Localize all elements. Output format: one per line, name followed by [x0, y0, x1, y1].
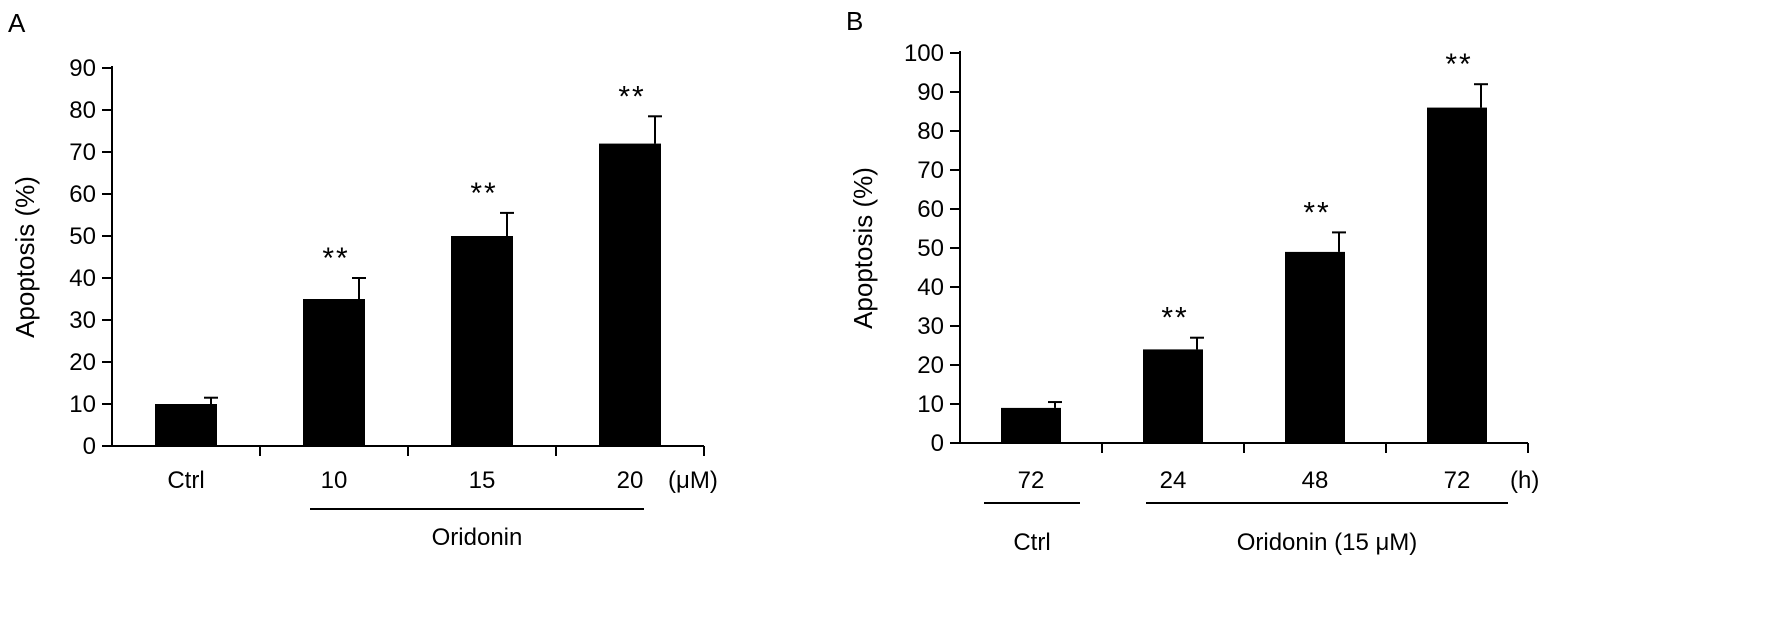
- x-tick-label: 72: [1018, 467, 1045, 494]
- bar: [303, 299, 365, 446]
- y-axis-title: Apoptosis (%): [848, 167, 878, 329]
- bar: [155, 404, 217, 446]
- significance-label: **: [322, 242, 349, 275]
- y-tick-label: 90: [917, 79, 944, 106]
- y-tick-label: 20: [69, 349, 96, 376]
- significance-label: **: [470, 177, 497, 210]
- y-tick-label: 50: [917, 235, 944, 262]
- chart-panel-a: A Apoptosis (%) 0 10 20 30 40 50 60 70 80 90 Ctrl ** 1…: [8, 8, 718, 551]
- x-unit-label: (μM): [668, 467, 718, 494]
- y-tick-label: 30: [917, 313, 944, 340]
- panel-label: A: [8, 8, 26, 38]
- y-tick-label: 30: [69, 307, 96, 334]
- y-tick-label: 60: [917, 196, 944, 223]
- y-tick-label: 50: [69, 223, 96, 250]
- y-tick-label: 0: [931, 430, 944, 457]
- bar: [1427, 107, 1487, 443]
- panel-label: B: [846, 6, 863, 36]
- y-tick-label: 70: [69, 139, 96, 166]
- bar: [1285, 251, 1345, 443]
- y-tick-label: 20: [917, 352, 944, 379]
- x-tick-label: 72: [1444, 467, 1471, 494]
- bar: [1001, 407, 1061, 443]
- bar: [1143, 349, 1203, 443]
- significance-label: **: [618, 80, 645, 113]
- y-tick-label: 10: [917, 391, 944, 418]
- x-tick-label: 15: [469, 467, 496, 494]
- y-tick-label: 40: [69, 265, 96, 292]
- y-tick-label: 40: [917, 274, 944, 301]
- group-label: Oridonin (15 μM): [1237, 529, 1418, 556]
- y-tick-label: 90: [69, 55, 96, 82]
- significance-label: **: [1303, 196, 1330, 229]
- x-tick-label: 48: [1302, 467, 1329, 494]
- y-tick-label: 80: [917, 118, 944, 145]
- y-tick-label: 0: [83, 433, 96, 460]
- group-label: Ctrl: [1013, 529, 1050, 556]
- group-label: Oridonin: [432, 524, 523, 551]
- bar: [451, 236, 513, 446]
- x-tick-label: 20: [617, 467, 644, 494]
- y-tick-label: 10: [69, 391, 96, 418]
- y-tick-label: 70: [917, 157, 944, 184]
- significance-label: **: [1161, 302, 1188, 335]
- y-tick-label: 60: [69, 181, 96, 208]
- y-tick-label: 100: [904, 40, 944, 67]
- x-tick-label: Ctrl: [167, 467, 204, 494]
- y-axis-title: Apoptosis (%): [10, 176, 40, 338]
- x-tick-label: 24: [1160, 467, 1187, 494]
- significance-label: **: [1445, 48, 1472, 81]
- chart-panel-b: B Apoptosis (%) 0 10 20 30 40 50 60 70 80 90 100 72 **…: [846, 6, 1539, 556]
- x-tick-label: 10: [321, 467, 348, 494]
- x-unit-label: (h): [1510, 467, 1539, 494]
- bar: [599, 143, 661, 446]
- y-tick-label: 80: [69, 97, 96, 124]
